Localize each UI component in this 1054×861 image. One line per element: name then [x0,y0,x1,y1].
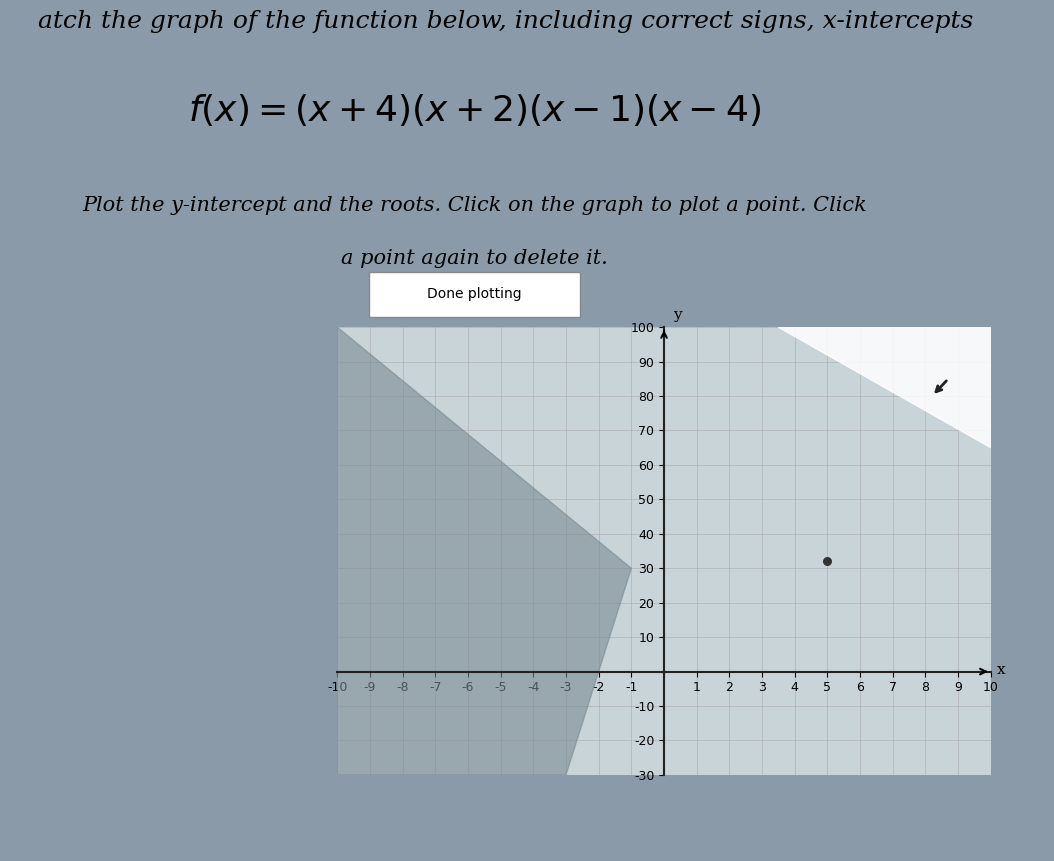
Text: atch the graph of the function below, including correct signs, x-intercepts: atch the graph of the function below, in… [38,9,974,33]
Text: x: x [997,663,1006,677]
Polygon shape [778,327,991,448]
Text: a point again to delete it.: a point again to delete it. [340,249,608,268]
Polygon shape [337,327,631,775]
Text: Done plotting: Done plotting [427,288,522,301]
Text: Plot the y-intercept and the roots. Click on the graph to plot a point. Click: Plot the y-intercept and the roots. Clic… [82,196,866,215]
FancyBboxPatch shape [369,271,580,318]
Text: y: y [672,308,681,322]
Text: $f(x) = (x+4)(x+2)(x-1)(x-4)$: $f(x) = (x+4)(x+2)(x-1)(x-4)$ [188,91,761,127]
Point [819,554,836,568]
